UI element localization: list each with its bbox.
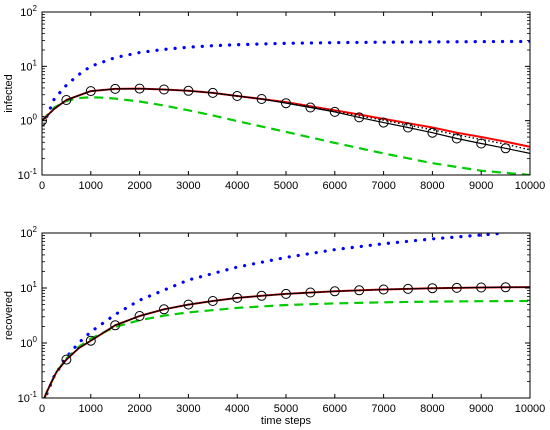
- data-point-marker: [329, 106, 340, 117]
- x-axis-label: time steps: [261, 415, 312, 427]
- data-point-marker: [427, 283, 438, 294]
- x-tick-label: 3000: [176, 403, 200, 415]
- series-line: [42, 87, 530, 154]
- x-tick-label: 6000: [323, 403, 347, 415]
- series-line: [43, 299, 530, 398]
- data-point-marker: [281, 288, 291, 299]
- y-tick-label: 100: [20, 113, 37, 128]
- series-line: [45, 39, 530, 119]
- data-point-marker: [256, 94, 267, 104]
- series-line: [43, 286, 530, 398]
- data-point-marker: [85, 86, 96, 97]
- series-line: [43, 286, 530, 398]
- y-tick-label: 102: [20, 225, 37, 240]
- x-tick-label: 4000: [225, 180, 249, 192]
- data-point-marker: [256, 290, 267, 301]
- series-line: [42, 96, 530, 175]
- data-point-marker: [281, 98, 291, 109]
- data-point-marker: [183, 85, 194, 96]
- data-point-marker: [354, 112, 365, 123]
- data-point-marker: [378, 117, 389, 128]
- data-point-marker: [329, 286, 340, 297]
- x-tick-label: 8000: [420, 403, 444, 415]
- data-point-marker: [354, 285, 365, 296]
- data-point-marker: [403, 283, 413, 294]
- x-tick-label: 1000: [79, 403, 103, 415]
- data-point-marker: [305, 287, 316, 298]
- y-tick-label: 101: [20, 58, 37, 73]
- data-point-marker: [207, 296, 218, 306]
- series-line: [45, 233, 508, 396]
- data-point-marker: [207, 87, 218, 98]
- x-tick-label: 5000: [274, 180, 298, 192]
- data-point-marker: [85, 335, 96, 346]
- data-point-marker: [476, 282, 487, 293]
- x-tick-label: 10000: [515, 180, 546, 192]
- x-tick-label: 0: [39, 180, 45, 192]
- y-axis-label: recovered: [3, 291, 15, 340]
- data-point-marker: [183, 299, 194, 310]
- x-tick-label: 8000: [420, 180, 444, 192]
- x-tick-label: 4000: [225, 403, 249, 415]
- y-axis-label: infected: [3, 74, 15, 113]
- data-point-marker: [232, 91, 243, 101]
- data-point-marker: [159, 84, 169, 95]
- y-tick-label: 100: [20, 335, 37, 350]
- data-point-marker: [61, 95, 72, 105]
- data-point-marker: [451, 282, 462, 293]
- x-tick-label: 6000: [323, 180, 347, 192]
- data-point-marker: [451, 133, 462, 144]
- data-point-marker: [500, 143, 511, 154]
- x-tick-label: 9000: [469, 180, 493, 192]
- data-point-marker: [134, 311, 145, 321]
- x-tick-label: 2000: [127, 180, 151, 192]
- data-point-marker: [61, 354, 72, 365]
- plot-frame: [41, 232, 531, 399]
- data-point-marker: [159, 304, 169, 315]
- x-tick-label: 7000: [371, 180, 395, 192]
- x-tick-label: 7000: [371, 403, 395, 415]
- y-tick-label: 10-1: [18, 390, 38, 405]
- data-point-marker: [134, 83, 145, 94]
- y-tick-label: 10-1: [18, 167, 38, 182]
- infected-panel: 0 1000 2000 3000 4000 5000 6000 7000 8000 9000 100…: [3, 4, 545, 192]
- data-point-marker: [403, 122, 413, 133]
- data-point-marker: [232, 292, 243, 303]
- series-line: [43, 286, 530, 398]
- data-point-marker: [476, 138, 487, 149]
- y-tick-label: 101: [20, 280, 37, 295]
- y-tick-label: 102: [20, 4, 37, 19]
- recovered-panel: 0 1000 2000 3000 4000 5000 6000 7000 8000 9000 100…: [3, 225, 545, 427]
- x-tick-label: 2000: [127, 403, 151, 415]
- x-tick-label: 9000: [469, 403, 493, 415]
- x-tick-label: 3000: [176, 180, 200, 192]
- x-tick-label: 10000: [515, 403, 546, 415]
- x-tick-label: 0: [39, 403, 45, 415]
- data-point-marker: [427, 127, 438, 138]
- data-point-marker: [305, 102, 316, 113]
- data-point-marker: [110, 83, 121, 94]
- x-tick-label: 5000: [274, 403, 298, 415]
- data-point-marker: [378, 284, 389, 295]
- data-point-marker: [500, 282, 511, 293]
- x-tick-label: 1000: [79, 180, 103, 192]
- data-point-marker: [110, 320, 121, 331]
